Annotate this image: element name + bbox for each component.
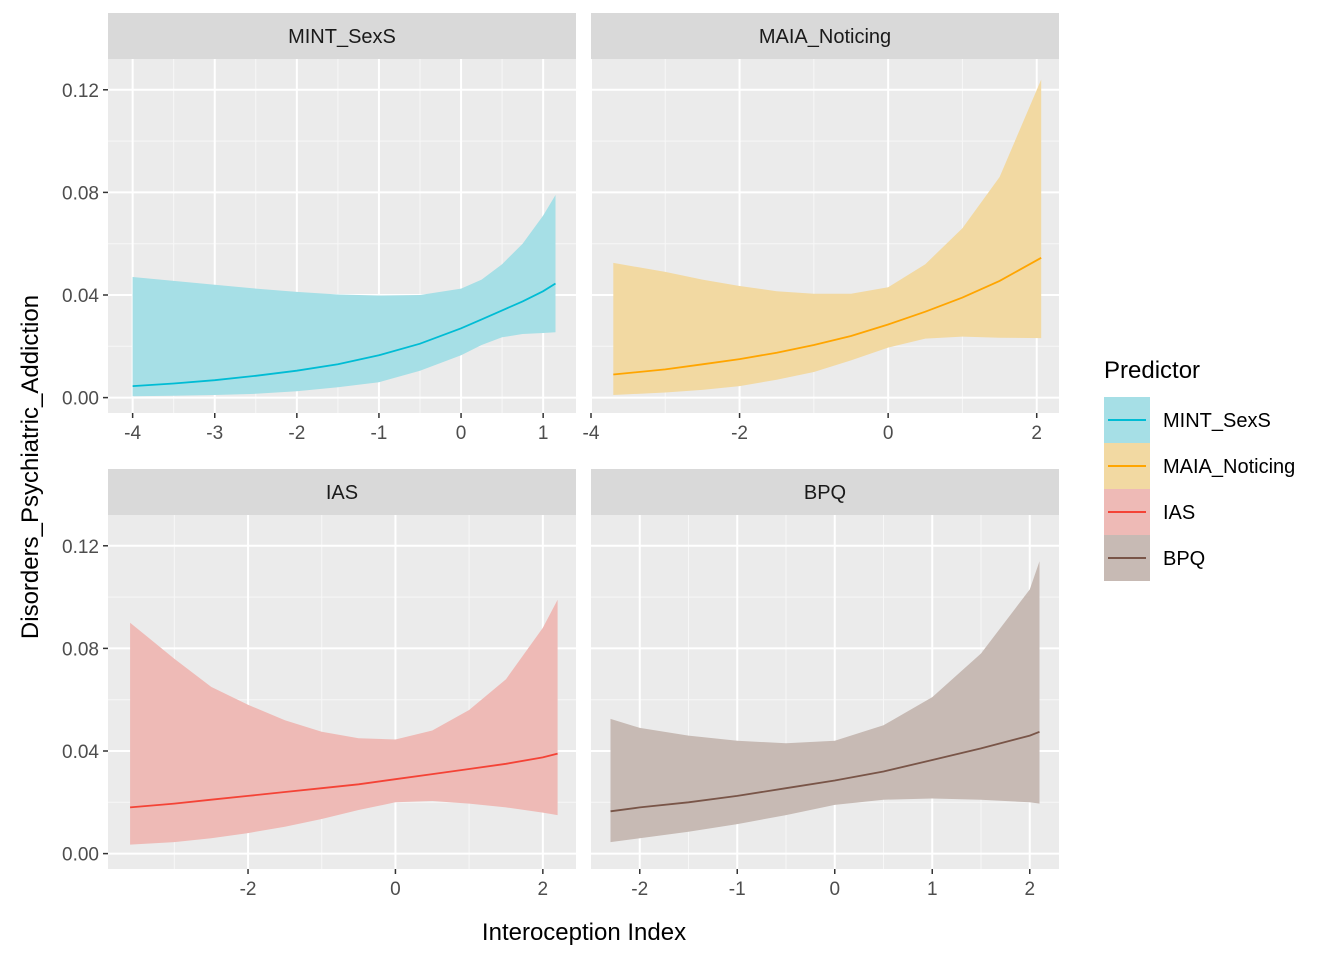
- fit-line: [130, 752, 558, 809]
- legend-label: MINT_SexS: [1163, 410, 1271, 432]
- x-tick-label: 2: [1024, 879, 1035, 900]
- panels: MINT_SexS -4 -3 -2 -1 0 1 0.00 0.04 0.08 0.12 MAIA_…: [62, 13, 1059, 900]
- x-tick-label: -4: [583, 423, 600, 444]
- panel-strip: [591, 469, 1059, 515]
- confidence-band: [132, 195, 556, 397]
- legend: Predictor MINT_SexS MAIA_Noticing IAS BPQ: [1104, 357, 1295, 581]
- panel-strip: [591, 13, 1059, 59]
- confidence-band: [610, 561, 1040, 843]
- x-tick-label: -2: [288, 423, 305, 444]
- legend-label: MAIA_Noticing: [1163, 456, 1295, 478]
- x-tick-label: -3: [206, 423, 223, 444]
- x-tick-label: -2: [731, 423, 748, 444]
- fit-line: [610, 730, 1040, 813]
- x-tick-label: 0: [829, 879, 840, 900]
- y-tick-label: 0.08: [62, 183, 99, 204]
- legend-item: MINT_SexS: [1104, 397, 1271, 443]
- panel-3: BPQ -2 -1 0 1 2: [591, 469, 1059, 900]
- legend-label: BPQ: [1163, 548, 1205, 570]
- y-axis-title: Disorders_Psychiatric_Addiction: [17, 295, 44, 639]
- x-tick-label: 1: [927, 879, 938, 900]
- x-axis-title: Interoception Index: [482, 919, 686, 946]
- legend-title: Predictor: [1104, 357, 1200, 384]
- legend-item: IAS: [1104, 489, 1195, 535]
- x-tick-label: -1: [729, 879, 746, 900]
- panel-strip-label: MAIA_Noticing: [759, 26, 891, 48]
- panel-strip: [108, 469, 576, 515]
- x-tick-label: -2: [240, 879, 257, 900]
- legend-item: BPQ: [1104, 535, 1205, 581]
- panel-strip-label: MINT_SexS: [288, 26, 396, 48]
- x-tick-label: -4: [124, 423, 141, 444]
- panel-strip: [108, 13, 576, 59]
- x-tick-label: 1: [538, 423, 549, 444]
- panel-2: IAS -2 0 2 0.00 0.04 0.08 0.12: [62, 469, 576, 900]
- y-tick-label: 0.12: [62, 81, 99, 102]
- y-tick-label: 0.08: [62, 639, 99, 660]
- confidence-band: [130, 599, 558, 845]
- y-tick-label: 0.04: [62, 742, 99, 763]
- y-tick-label: 0.04: [62, 286, 99, 307]
- x-tick-label: 0: [390, 879, 401, 900]
- fit-line: [132, 282, 556, 387]
- x-tick-label: 0: [883, 423, 894, 444]
- x-tick-label: 2: [1031, 423, 1042, 444]
- panel-strip-label: BPQ: [804, 482, 846, 504]
- fit-line: [613, 257, 1042, 376]
- x-tick-label: 0: [456, 423, 467, 444]
- legend-label: IAS: [1163, 502, 1195, 524]
- panel-1: MAIA_Noticing -4 -2 0 2: [583, 13, 1059, 444]
- y-tick-label: 0.00: [62, 845, 99, 866]
- legend-item: MAIA_Noticing: [1104, 443, 1295, 489]
- panel-strip-label: IAS: [326, 482, 358, 504]
- y-tick-label: 0.00: [62, 389, 99, 410]
- legend-items: MINT_SexS MAIA_Noticing IAS BPQ: [1104, 397, 1295, 581]
- confidence-band: [613, 79, 1042, 395]
- x-tick-label: 2: [538, 879, 549, 900]
- y-tick-label: 0.12: [62, 537, 99, 558]
- panel-0: MINT_SexS -4 -3 -2 -1 0 1 0.00 0.04 0.08 0.12: [62, 13, 576, 444]
- x-tick-label: -2: [631, 879, 648, 900]
- x-tick-label: -1: [370, 423, 387, 444]
